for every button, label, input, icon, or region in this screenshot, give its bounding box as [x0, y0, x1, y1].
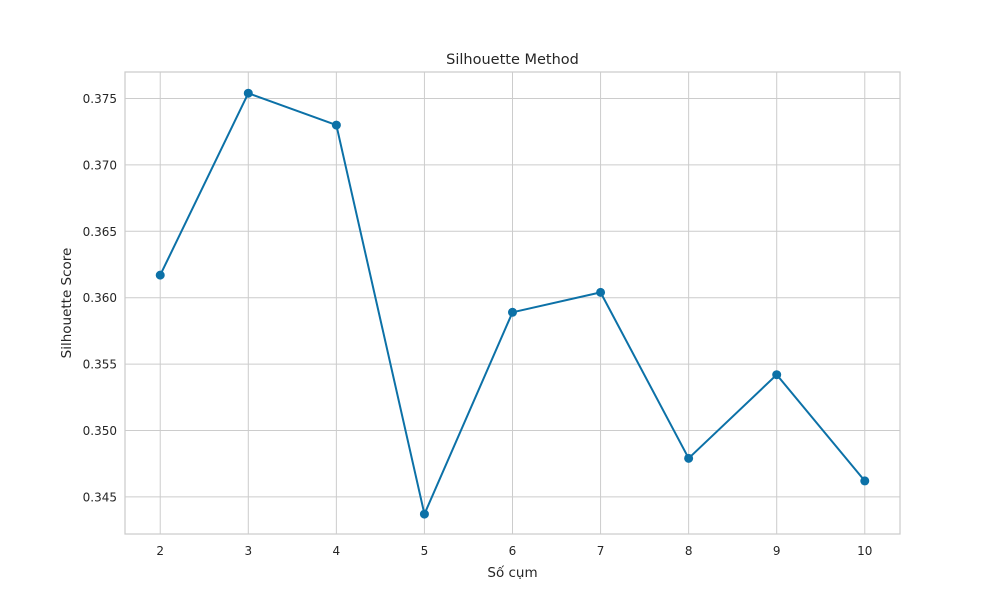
- x-tick-label: 6: [509, 544, 517, 558]
- x-tick-label: 9: [773, 544, 781, 558]
- x-tick-label: 5: [421, 544, 429, 558]
- x-tick-labels: 2 3 4 5 6 7 8 9 10: [156, 544, 872, 558]
- y-tick-label: 0.345: [83, 490, 117, 504]
- y-axis-label: Silhouette Score: [59, 248, 75, 359]
- data-point: [508, 307, 517, 317]
- x-axis-label: Số cụm: [487, 564, 537, 581]
- x-tick-label: 2: [156, 544, 164, 558]
- data-point: [155, 270, 165, 280]
- data-point: [419, 509, 429, 519]
- data-point: [684, 453, 694, 463]
- x-tick-label: 4: [333, 544, 341, 558]
- series-layer: [155, 88, 870, 519]
- y-tick-label: 0.370: [83, 158, 117, 172]
- data-point: [772, 370, 782, 380]
- data-point: [331, 120, 341, 130]
- y-tick-label: 0.360: [83, 291, 117, 305]
- y-tick-labels: 0.345 0.350 0.355 0.360 0.365 0.370 0.375: [83, 92, 117, 504]
- data-point: [860, 476, 870, 486]
- grid-lines: [125, 72, 900, 534]
- chart-title: Silhouette Method: [446, 52, 579, 68]
- x-tick-label: 10: [857, 544, 872, 558]
- x-tick-label: 7: [597, 544, 605, 558]
- x-tick-label: 3: [244, 544, 252, 558]
- y-tick-label: 0.365: [83, 225, 117, 239]
- y-tick-label: 0.375: [83, 92, 117, 106]
- x-tick-label: 8: [685, 544, 693, 558]
- y-tick-label: 0.355: [83, 358, 117, 372]
- y-tick-label: 0.350: [83, 424, 117, 438]
- data-point: [243, 88, 253, 98]
- plot-frame: [124, 71, 901, 535]
- data-point: [596, 287, 606, 297]
